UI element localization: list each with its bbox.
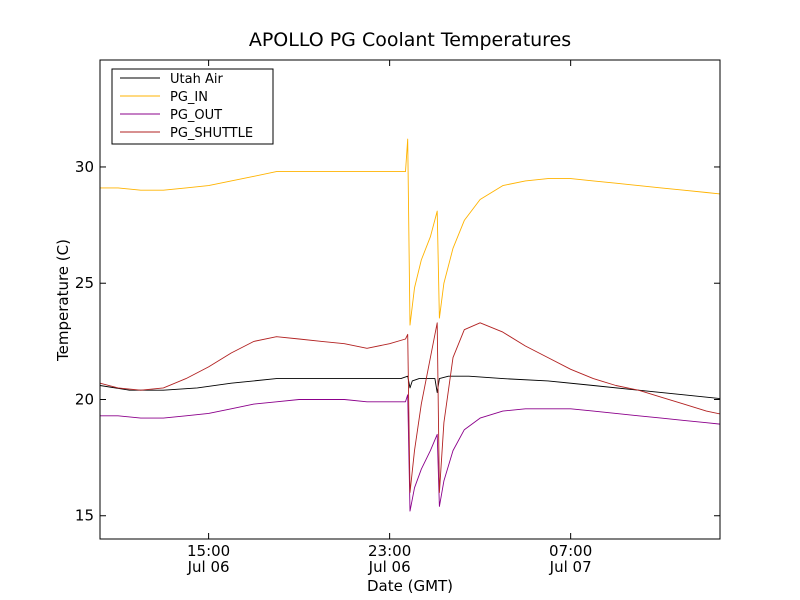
- series-line-pg-out: [100, 394, 720, 512]
- legend-label: Utah Air: [170, 72, 223, 87]
- x-tick-sublabel: Jul 06: [368, 558, 411, 576]
- series-layer: [100, 138, 720, 512]
- legend-label: PG_IN: [170, 90, 208, 105]
- legend-label: PG_SHUTTLE: [170, 126, 253, 141]
- y-tick-label: 15: [75, 507, 94, 525]
- y-axis-label: Temperature (C): [54, 239, 72, 362]
- legend-label: PG_OUT: [170, 108, 222, 123]
- y-tick-label: 30: [75, 158, 94, 176]
- y-tick-label: 20: [75, 390, 94, 408]
- x-tick-sublabel: Jul 06: [187, 558, 230, 576]
- y-tick-label: 25: [75, 274, 94, 292]
- chart-title: APOLLO PG Coolant Temperatures: [249, 29, 571, 51]
- legend-box: [111, 68, 274, 145]
- x-tick-label: 23:00: [368, 542, 411, 560]
- legend: Utah Air PG_IN PG_OUT PG_SHUTTLE: [111, 68, 274, 145]
- x-tick-label: 15:00: [187, 542, 230, 560]
- x-axis-label: Date (GMT): [367, 577, 453, 595]
- series-line-pg-shuttle: [100, 322, 720, 493]
- x-tick-label: 07:00: [549, 542, 592, 560]
- x-tick-sublabel: Jul 07: [549, 558, 592, 576]
- series-line-pg-in: [100, 138, 720, 326]
- plot-frame: [99, 59, 721, 540]
